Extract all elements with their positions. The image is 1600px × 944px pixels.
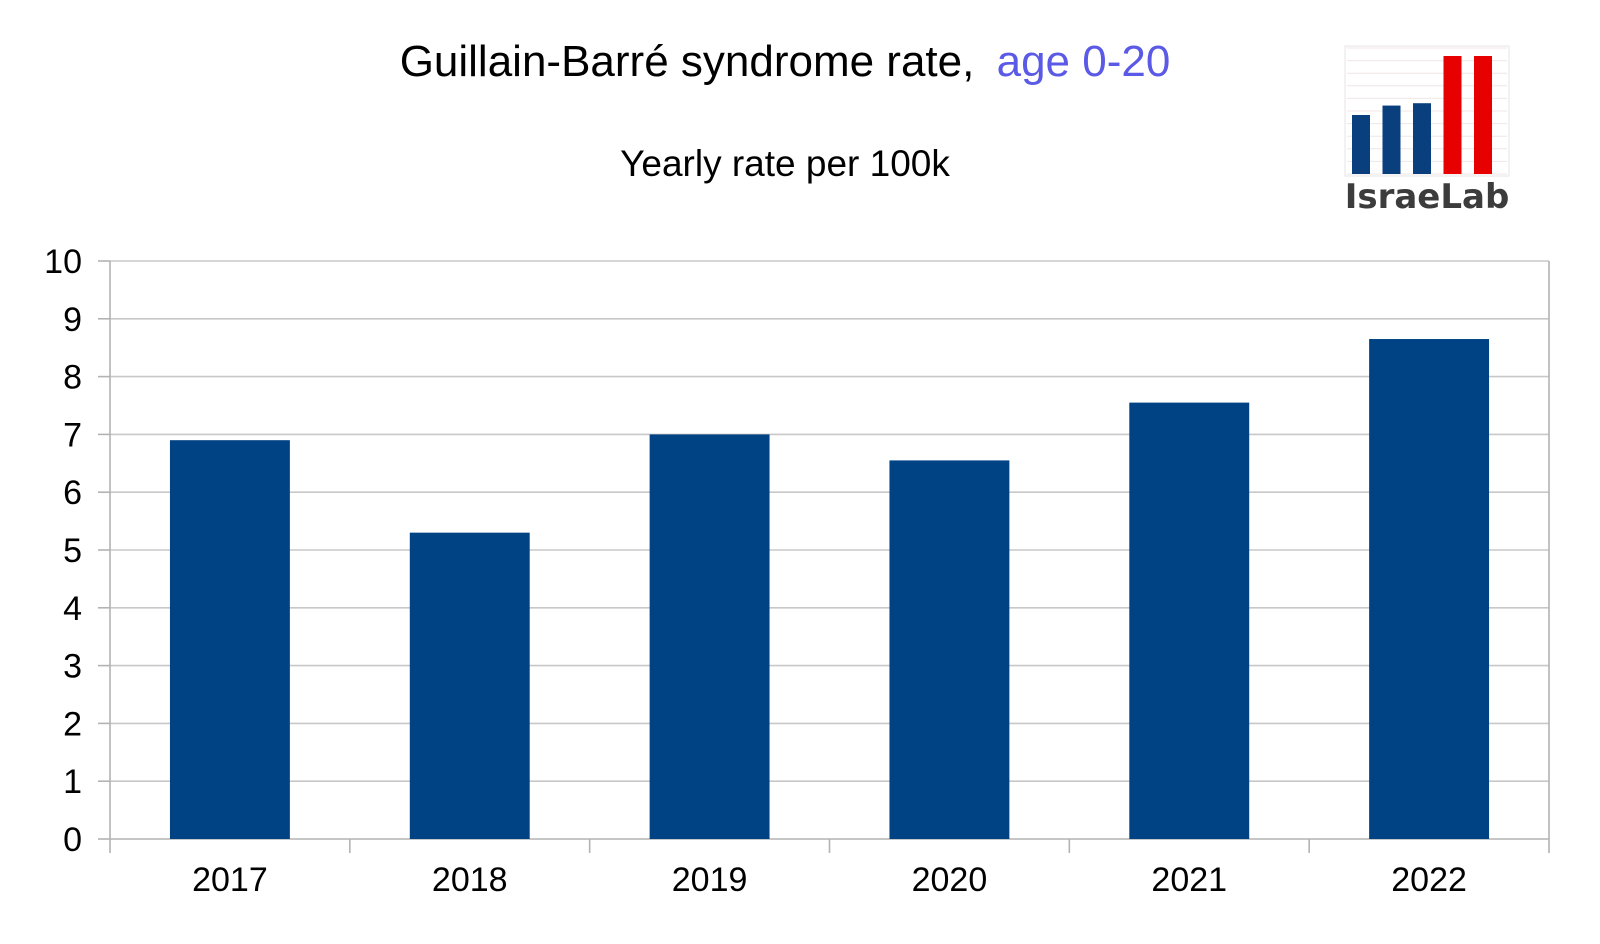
logo-bar <box>1382 105 1401 174</box>
chart-title-main: Guillain-Barré syndrome rate, <box>400 37 975 86</box>
logo-bars <box>1352 56 1492 174</box>
axes <box>109 261 1550 853</box>
chart-title: Guillain-Barré syndrome rate, age 0-20 <box>400 37 1171 86</box>
y-tick-label: 8 <box>63 359 82 397</box>
logo-bar <box>1352 115 1370 174</box>
y-tick-label: 2 <box>63 705 82 743</box>
logo-text: IsraeLab <box>1345 177 1510 217</box>
y-tick-label: 10 <box>44 243 82 281</box>
y-tick-label: 3 <box>63 648 82 686</box>
bars <box>169 339 1490 839</box>
y-tick-label: 0 <box>63 821 82 859</box>
y-tick-label: 1 <box>63 763 82 801</box>
x-tick-label: 2018 <box>432 861 508 899</box>
y-tick-label: 7 <box>63 416 82 454</box>
y-tick-label: 5 <box>63 532 82 570</box>
logo-bar <box>1413 103 1431 174</box>
bar-2019 <box>649 434 770 839</box>
chart-subtitle: Yearly rate per 100k <box>620 143 950 184</box>
x-tick-label: 2022 <box>1391 861 1467 899</box>
x-tick-label: 2017 <box>192 861 268 899</box>
x-tick-label: 2020 <box>912 861 988 899</box>
bar-2018 <box>409 532 530 839</box>
y-tick-label: 9 <box>63 301 82 339</box>
logo-bar <box>1443 56 1462 174</box>
grid-lines <box>98 260 1549 840</box>
israelab-logo: IsraeLab <box>1344 45 1510 217</box>
logo-bar <box>1474 56 1492 174</box>
y-tick-label: 6 <box>63 474 82 512</box>
x-tick-label: 2019 <box>672 861 748 899</box>
bar-2022 <box>1369 339 1490 839</box>
y-tick-label: 4 <box>63 590 82 628</box>
bar-2017 <box>169 440 290 839</box>
bar-2021 <box>1129 402 1250 839</box>
x-tick-labels: 2017 2018 2019 2020 2021 2022 <box>192 861 1467 899</box>
x-tick-label: 2021 <box>1151 861 1227 899</box>
bar-2020 <box>889 460 1010 839</box>
chart-title-highlight: age 0-20 <box>997 37 1171 86</box>
y-tick-labels: 0 1 2 3 4 5 6 7 8 9 10 <box>44 243 82 859</box>
